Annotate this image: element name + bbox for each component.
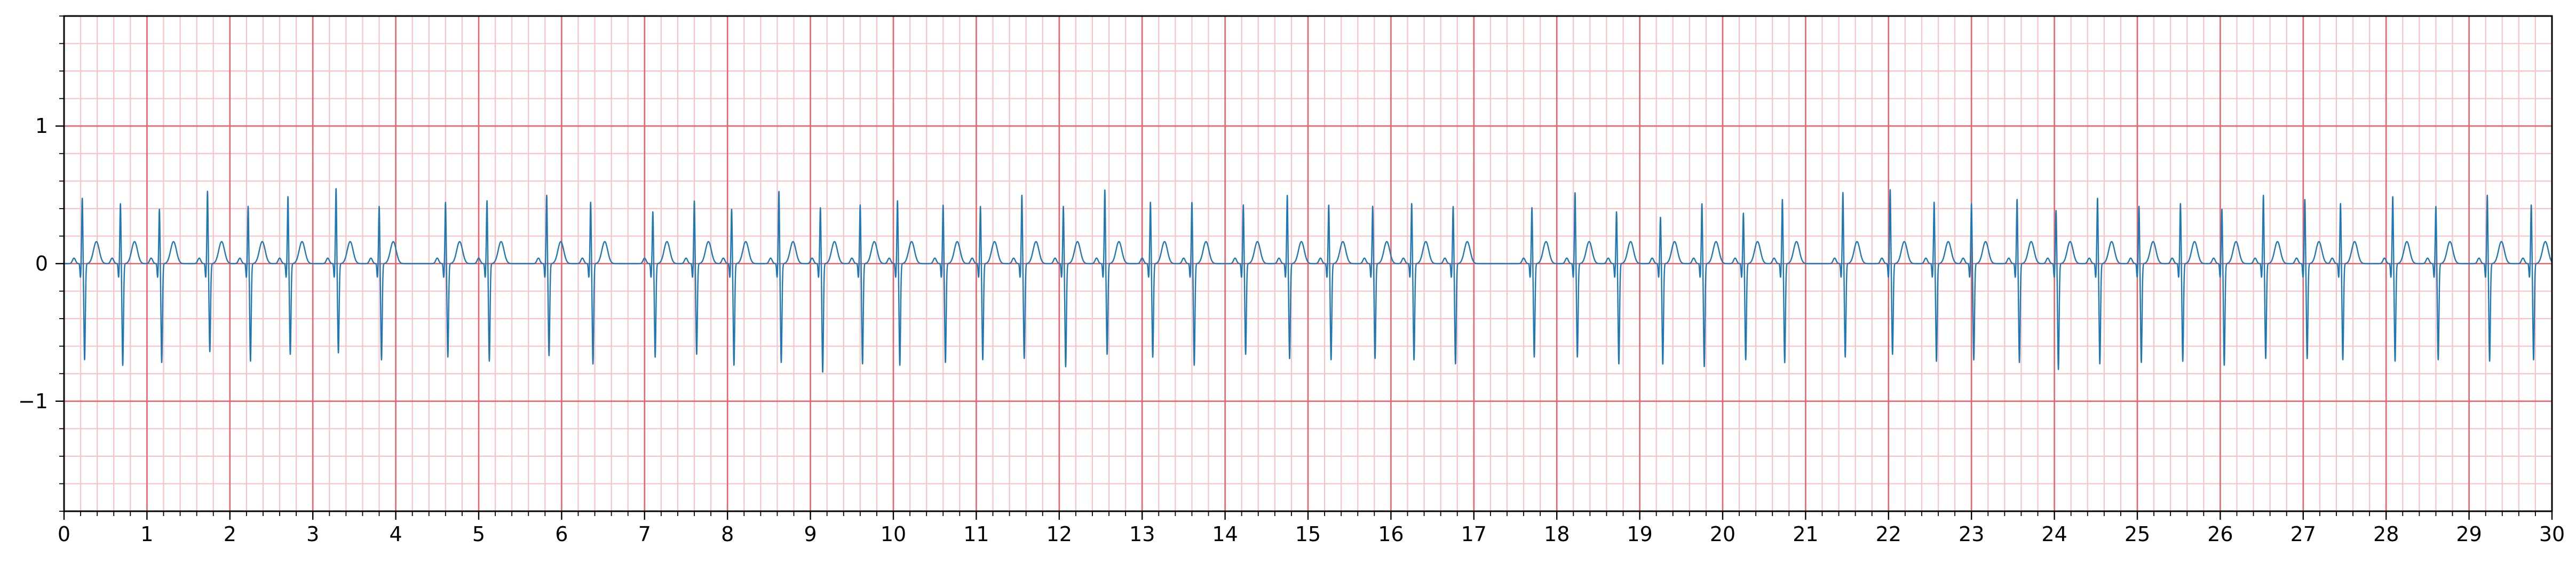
x-tick-label: 5	[472, 522, 485, 546]
x-tick-label: 17	[1461, 522, 1487, 546]
x-tick-label: 11	[963, 522, 989, 546]
x-tick-label: 16	[1378, 522, 1404, 546]
x-tick-label: 21	[1793, 522, 1818, 546]
x-tick-label: 3	[306, 522, 319, 546]
y-axis-ticks: 1 0 −1	[18, 15, 64, 512]
x-tick-label: 19	[1627, 522, 1652, 546]
x-tick-label: 14	[1212, 522, 1238, 546]
x-tick-label: 24	[2041, 522, 2067, 546]
x-tick-label: 10	[881, 522, 906, 546]
x-tick-label: 29	[2456, 522, 2482, 546]
x-tick-label: 22	[1876, 522, 1901, 546]
y-tick-label: −1	[18, 390, 48, 413]
x-tick-label: 25	[2125, 522, 2150, 546]
x-tick-label: 18	[1544, 522, 1570, 546]
ecg-trace	[64, 188, 2553, 373]
x-tick-label: 6	[555, 522, 568, 546]
x-tick-label: 12	[1047, 522, 1072, 546]
x-tick-label: 26	[2207, 522, 2233, 546]
x-tick-label: 8	[721, 522, 734, 546]
y-tick-label: 1	[35, 114, 48, 138]
x-axis-ticks: 0 1 2 3 4 5 6 7 8 9 10 11 12 13 14 15 16 17 18 19 20 21 22 23 24…	[58, 511, 2565, 546]
ecg-trace-layer	[64, 188, 2553, 373]
x-tick-label: 27	[2290, 522, 2316, 546]
y-tick-label: 0	[35, 252, 48, 275]
x-tick-label: 30	[2539, 522, 2565, 546]
x-tick-label: 0	[58, 522, 70, 546]
x-tick-label: 1	[140, 522, 153, 546]
x-tick-label: 23	[1959, 522, 1984, 546]
x-tick-label: 13	[1129, 522, 1155, 546]
x-tick-label: 9	[804, 522, 817, 546]
x-tick-label: 28	[2373, 522, 2399, 546]
x-tick-label: 2	[224, 522, 236, 546]
x-tick-label: 7	[638, 522, 651, 546]
x-tick-label: 4	[390, 522, 402, 546]
x-tick-label: 20	[1710, 522, 1735, 546]
x-tick-label: 15	[1295, 522, 1321, 546]
